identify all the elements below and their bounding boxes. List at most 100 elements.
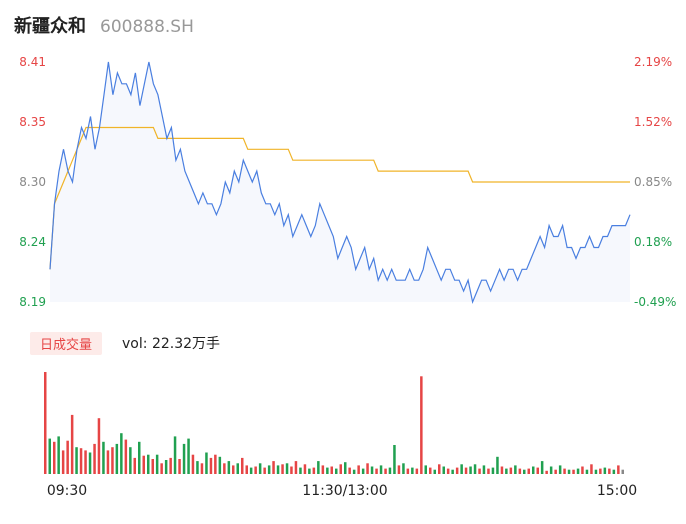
volume-bar [545, 470, 548, 474]
x-tick: 15:00 [597, 483, 637, 499]
volume-bar [361, 468, 365, 474]
volume-bar [536, 467, 539, 474]
y-axis-left: 8.41 8.35 8.30 8.24 8.19 [19, 55, 46, 309]
volume-bar [402, 463, 405, 474]
volume-bar [111, 447, 114, 474]
volume-bar [61, 450, 65, 474]
y-tick-right: 1.52% [634, 115, 672, 129]
volume-bar [464, 467, 468, 474]
volume-bar [487, 468, 490, 474]
volume-bar [554, 469, 557, 474]
volume-bar [191, 454, 195, 474]
y-tick-right: -0.49% [634, 295, 676, 309]
volume-bar [187, 438, 190, 474]
y-tick-right: 0.18% [634, 235, 672, 249]
volume-bar [366, 463, 369, 474]
volume-bar [303, 464, 307, 474]
volume-bar [420, 376, 423, 474]
volume-bar [79, 448, 83, 474]
volume-bar [330, 466, 333, 474]
volume-bar [299, 467, 302, 474]
volume-bar [540, 461, 544, 474]
volume-bar [469, 466, 472, 474]
y-tick-right: 0.85% [634, 175, 672, 189]
volume-bar [70, 414, 74, 474]
volume-bar [344, 462, 347, 474]
volume-bar [527, 468, 530, 474]
volume-bar [576, 468, 580, 474]
volume-bar [388, 467, 392, 474]
volume-bar [621, 469, 624, 474]
volume-bar [200, 463, 204, 474]
x-tick: 11:30/13:00 [302, 483, 387, 499]
volume-bar [558, 465, 562, 474]
volume-bar [97, 418, 101, 474]
volume-bar [241, 457, 244, 474]
volume-bar [106, 450, 110, 474]
volume-bar [223, 463, 226, 474]
volume-readout: vol: 22.32万手 [122, 333, 220, 353]
volume-bar [44, 372, 47, 474]
volume-bar [227, 461, 231, 474]
volume-bar [451, 469, 454, 474]
volume-bar [142, 455, 145, 474]
y-tick-left: 8.24 [19, 235, 46, 249]
average-price-line [49, 126, 630, 270]
volume-bar [532, 466, 535, 474]
volume-bar [411, 467, 414, 474]
volume-bar [433, 469, 436, 474]
volume-bar [496, 456, 499, 474]
volume-bar [48, 438, 51, 474]
volume-bar [375, 468, 378, 474]
volume-bar [406, 468, 410, 474]
stock-header: 新疆众和 600888.SH [14, 12, 194, 40]
volume-bar [258, 463, 262, 474]
volume-bar [348, 467, 351, 474]
volume-bar [209, 457, 213, 474]
volume-bar [460, 464, 463, 474]
volume-bar [429, 467, 432, 474]
volume-bar [384, 468, 387, 474]
volume-bar [272, 461, 275, 474]
volume-bar [415, 468, 419, 474]
volume-bar [393, 445, 396, 474]
volume-bar [446, 468, 450, 474]
volume-bar [312, 467, 316, 474]
volume-bar [424, 465, 427, 474]
volume-bar [236, 463, 239, 474]
volume-bar [218, 456, 222, 474]
volume-bar [151, 459, 154, 474]
volume-tab[interactable]: 日成交量 [30, 331, 103, 355]
volume-bar [491, 467, 495, 474]
price-area-fill [50, 62, 630, 302]
volume-bar [326, 467, 329, 474]
volume-bar [518, 468, 522, 474]
volume-bar [357, 465, 360, 474]
volume-bar [563, 468, 566, 474]
volume-bar [514, 465, 517, 474]
volume-bar [603, 467, 607, 474]
volume-bar [572, 469, 575, 474]
volume-bar [599, 468, 602, 474]
volume-bar [115, 443, 119, 474]
volume-bar [53, 441, 56, 474]
volume-bar [438, 464, 441, 474]
volume-bar [308, 468, 311, 474]
y-axis-right: 2.19% 1.52% 0.85% 0.18% -0.49% [634, 55, 676, 309]
volume-bar [169, 457, 172, 474]
volume-bar [124, 439, 128, 474]
volume-bar [335, 468, 338, 474]
stock-code: 600888.SH [100, 17, 194, 37]
volume-bar [455, 467, 459, 474]
volume-bar [370, 466, 374, 474]
volume-bar [182, 443, 186, 474]
volume-bar [500, 466, 504, 474]
volume-bar [276, 465, 280, 474]
volume-bar [232, 465, 235, 474]
volume-bar [379, 465, 383, 474]
volume-bar [133, 457, 136, 474]
y-tick-left: 8.30 [19, 175, 46, 189]
volume-bar [585, 469, 589, 474]
volume-label: vol: [122, 336, 148, 352]
